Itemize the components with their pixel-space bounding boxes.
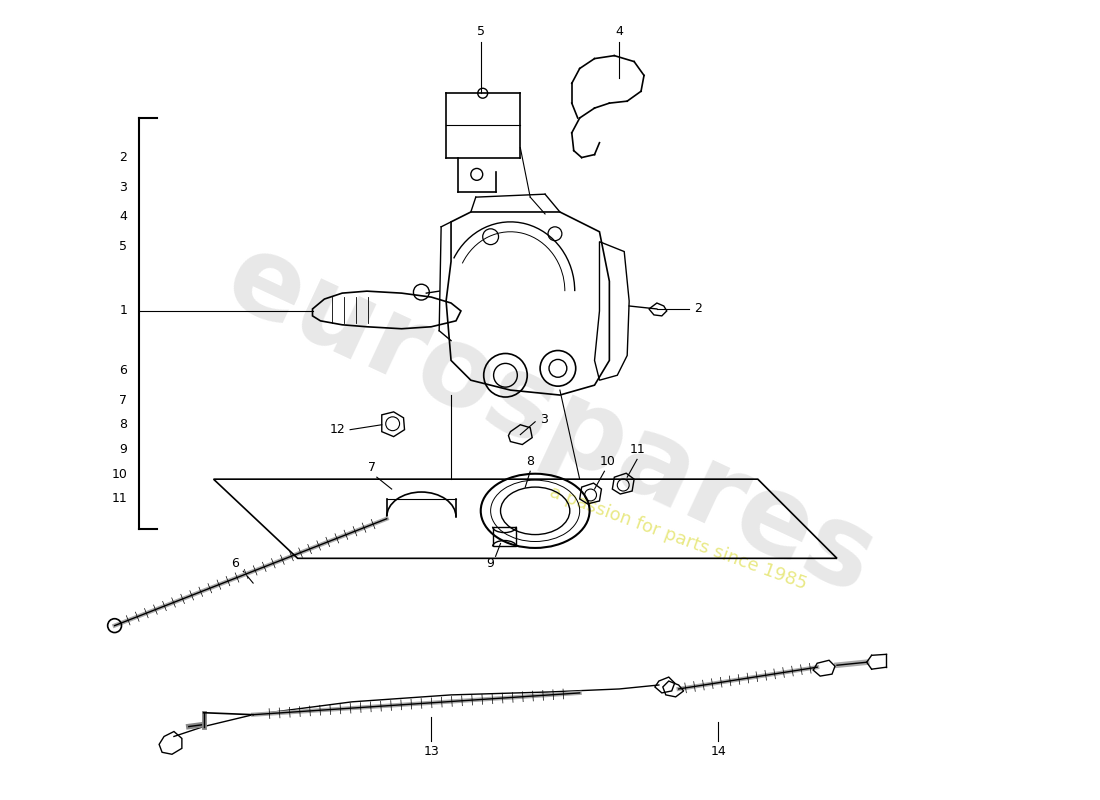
Text: 11: 11 <box>629 443 645 456</box>
Text: 12: 12 <box>329 423 345 436</box>
Text: 9: 9 <box>120 443 128 456</box>
Text: 10: 10 <box>111 468 128 481</box>
Text: 4: 4 <box>120 210 128 223</box>
Text: 6: 6 <box>231 557 240 570</box>
Text: 5: 5 <box>476 26 485 38</box>
Text: a passion for parts since 1985: a passion for parts since 1985 <box>548 483 810 594</box>
Text: 11: 11 <box>112 493 128 506</box>
Text: 8: 8 <box>120 418 128 431</box>
Text: 6: 6 <box>120 364 128 377</box>
Text: 10: 10 <box>600 455 615 468</box>
Text: 13: 13 <box>424 745 439 758</box>
Text: eurospares: eurospares <box>209 223 891 617</box>
Text: 7: 7 <box>367 461 376 474</box>
Text: 2: 2 <box>694 302 703 315</box>
Text: 3: 3 <box>540 414 548 426</box>
Text: 8: 8 <box>526 455 535 468</box>
Text: 9: 9 <box>486 557 495 570</box>
Text: 4: 4 <box>615 26 624 38</box>
Text: 1: 1 <box>120 305 128 318</box>
Text: 14: 14 <box>711 745 726 758</box>
Text: 7: 7 <box>120 394 128 406</box>
Text: 2: 2 <box>120 151 128 164</box>
Text: 5: 5 <box>120 240 128 253</box>
Text: 3: 3 <box>120 181 128 194</box>
